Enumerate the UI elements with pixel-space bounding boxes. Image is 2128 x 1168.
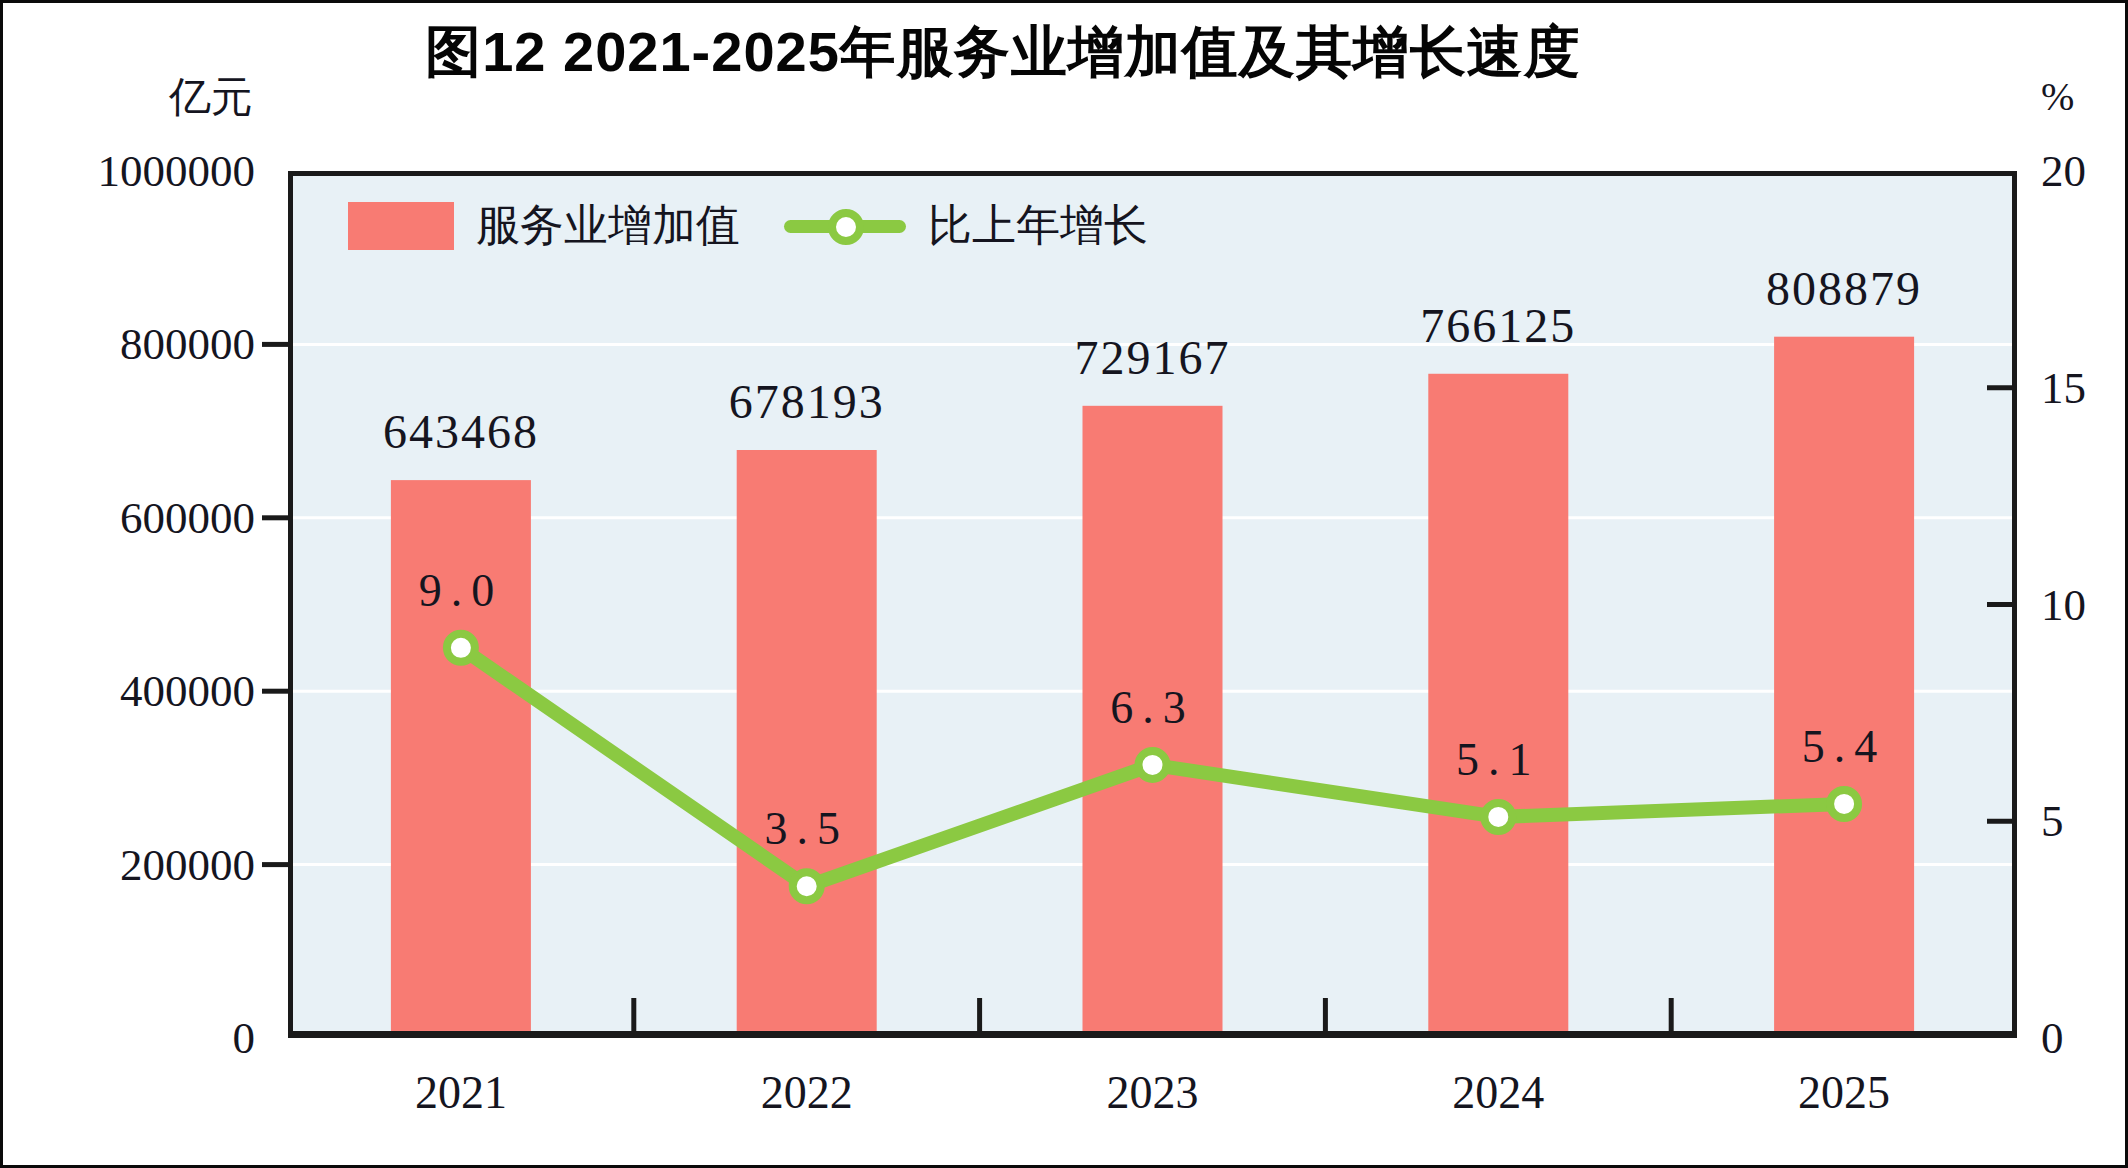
x-axis-label-2021: 2021 [311, 1066, 611, 1119]
bar-value-label: 643468 [301, 404, 621, 459]
growth-marker-2022 [793, 872, 821, 900]
legend-line-marker-icon [828, 209, 864, 245]
growth-value-label: 6.3 [993, 681, 1313, 734]
bar-value-label: 678193 [647, 374, 967, 429]
bar-2025 [1774, 337, 1914, 1038]
legend-line-label: 比上年增长 [928, 196, 1148, 255]
growth-value-label: 5.1 [1338, 733, 1658, 786]
legend-line-swatch [784, 202, 906, 250]
legend-bar-swatch [348, 202, 454, 250]
left-axis-tick-label: 0 [3, 1011, 255, 1065]
right-axis-tick-label: 15 [2041, 361, 2086, 415]
bar-value-label: 808879 [1684, 261, 2004, 316]
x-axis-label-2022: 2022 [657, 1066, 957, 1119]
growth-marker-2025 [1830, 790, 1858, 818]
left-axis-tick-label: 400000 [3, 664, 255, 718]
right-axis-tick-label: 20 [2041, 144, 2086, 198]
right-axis-tick-label: 0 [2041, 1011, 2064, 1065]
right-axis-tick-label: 5 [2041, 794, 2064, 848]
legend-bar-label: 服务业增加值 [476, 196, 740, 255]
growth-value-label: 3.5 [647, 802, 967, 855]
chart-title: 图12 2021-2025年服务业增加值及其增长速度 [3, 15, 2003, 91]
growth-marker-2024 [1484, 803, 1512, 831]
bar-2024 [1428, 374, 1568, 1038]
bar-value-label: 729167 [993, 330, 1313, 385]
growth-value-label: 5.4 [1684, 720, 2004, 773]
growth-marker-2021 [447, 634, 475, 662]
bar-value-label: 766125 [1338, 298, 1658, 353]
legend: 服务业增加值 比上年增长 [348, 196, 1148, 255]
right-axis-unit-label: % [2041, 73, 2121, 120]
right-axis-tick-label: 10 [2041, 578, 2086, 632]
growth-marker-2023 [1139, 751, 1167, 779]
bar-2022 [737, 450, 877, 1038]
left-axis-tick-label: 800000 [3, 317, 255, 371]
left-axis-tick-label: 1000000 [3, 144, 255, 198]
x-axis-label-2025: 2025 [1694, 1066, 1994, 1119]
growth-value-label: 9.0 [301, 564, 621, 617]
left-axis-tick-label: 600000 [3, 491, 255, 545]
x-axis-label-2024: 2024 [1348, 1066, 1648, 1119]
left-axis-unit-label: 亿元 [3, 69, 253, 125]
x-axis-label-2023: 2023 [1003, 1066, 1303, 1119]
chart-canvas: 图12 2021-2025年服务业增加值及其增长速度 亿元 % 1000000 8… [0, 0, 2128, 1168]
left-axis-tick-label: 200000 [3, 838, 255, 892]
